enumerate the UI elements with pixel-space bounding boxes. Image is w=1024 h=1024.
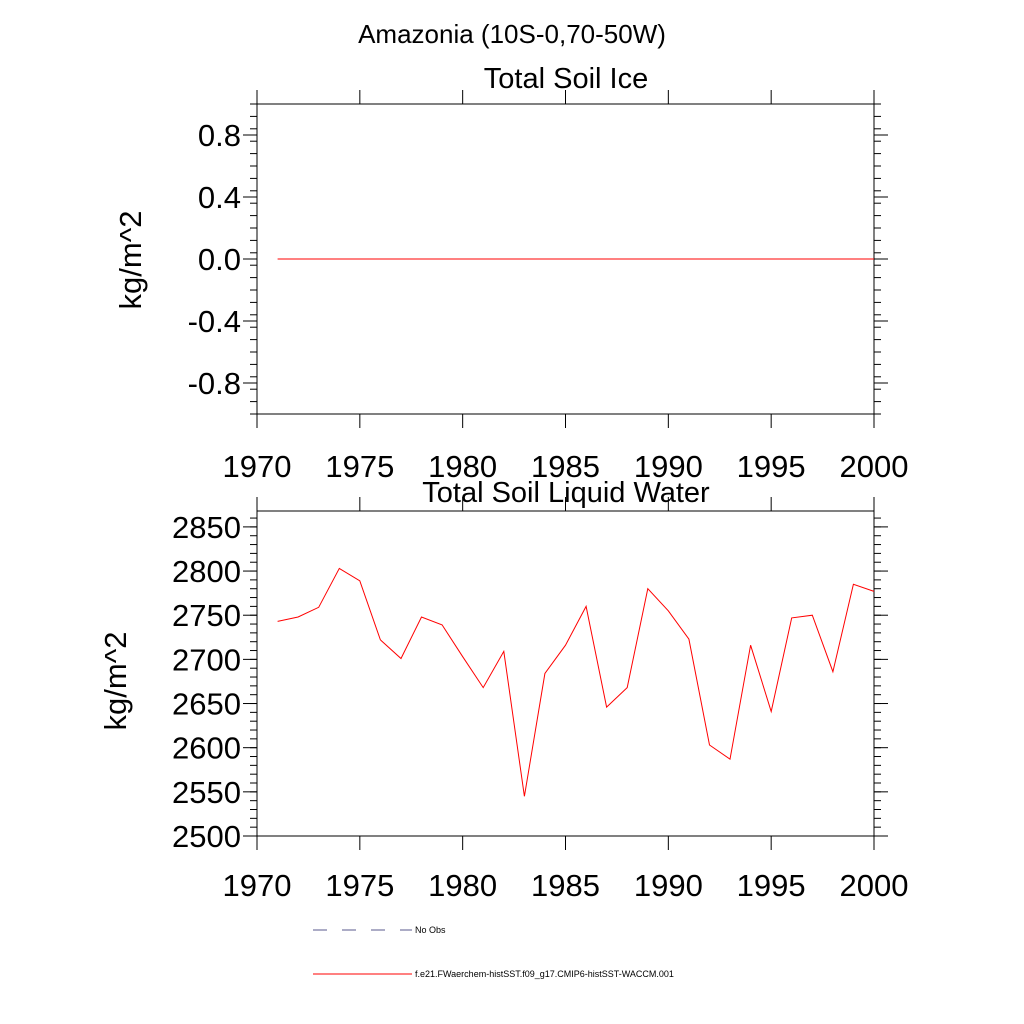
figure-title: Amazonia (10S-0,70-50W) xyxy=(358,19,666,49)
x-tick-label: 1970 xyxy=(223,449,292,484)
panel-title: Total Soil Liquid Water xyxy=(422,477,710,509)
x-tick-label: 2000 xyxy=(840,868,909,903)
legend-label-model: f.e21.FWaerchem-histSST.f09_g17.CMIP6-hi… xyxy=(415,969,674,979)
series-line xyxy=(277,567,875,797)
y-tick-label: 0.0 xyxy=(198,242,241,277)
x-tick-label: 1990 xyxy=(634,868,703,903)
panel-total-soil-liquid-water: Total Soil Liquid Water kg/m^2 1970 1975 1… xyxy=(98,477,908,903)
x-tick-label: 1970 xyxy=(223,868,292,903)
x-tick-label: 1995 xyxy=(737,868,806,903)
y-axis-label: kg/m^2 xyxy=(113,211,148,310)
y-tick-label: 2700 xyxy=(172,642,241,677)
panel-title: Total Soil Ice xyxy=(484,63,648,95)
x-tick-label: 1990 xyxy=(634,449,703,484)
x-tick-label: 1995 xyxy=(737,449,806,484)
x-tick-label: 1985 xyxy=(531,449,600,484)
panel-total-soil-ice: Total Soil Ice kg/m^2 1970 1975 1980 1985 19… xyxy=(113,63,908,484)
y-axis-label: kg/m^2 xyxy=(98,632,133,731)
x-tick-label: 1985 xyxy=(531,868,600,903)
y-tick-label: -0.8 xyxy=(188,366,241,401)
y-tick-label: 2500 xyxy=(172,819,241,854)
y-tick-label: 0.4 xyxy=(198,180,241,215)
plot-frame xyxy=(256,510,875,837)
x-tick-label: 1975 xyxy=(325,449,394,484)
legend: No Obs f.e21.FWaerchem-histSST.f09_g17.C… xyxy=(313,925,674,979)
x-tick-label: 1975 xyxy=(325,868,394,903)
y-tick-label: 2600 xyxy=(172,731,241,766)
y-tick-label: 2800 xyxy=(172,554,241,589)
y-tick-label: 2750 xyxy=(172,598,241,633)
legend-label-no-obs: No Obs xyxy=(415,925,446,935)
y-tick-label: 0.8 xyxy=(198,118,241,153)
x-tick-label: 2000 xyxy=(840,449,909,484)
y-tick-label: 2550 xyxy=(172,775,241,810)
x-tick-label: 1980 xyxy=(428,868,497,903)
y-tick-label: 2650 xyxy=(172,687,241,722)
x-tick-label: 1980 xyxy=(428,449,497,484)
y-tick-label: 2850 xyxy=(172,510,241,545)
y-tick-label: -0.4 xyxy=(188,304,241,339)
